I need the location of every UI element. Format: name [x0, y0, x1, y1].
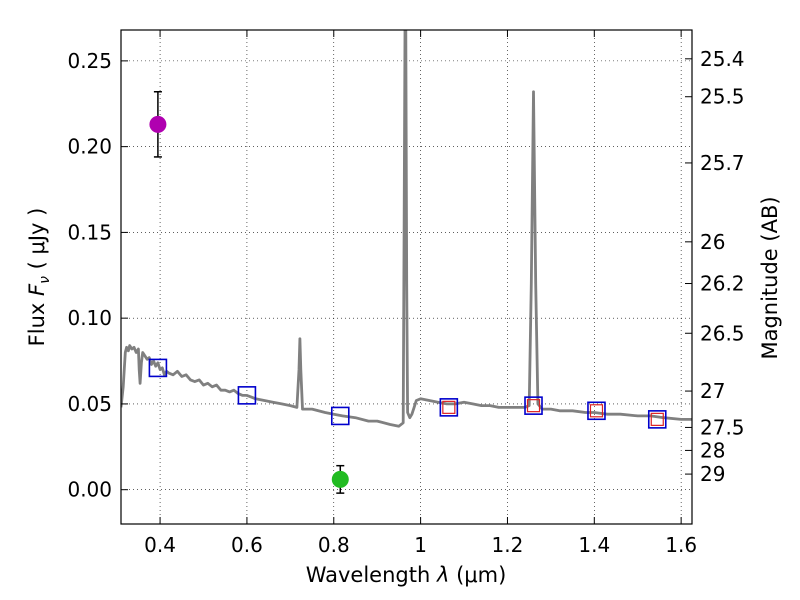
mag-tick-label: 26.5 [700, 321, 745, 345]
series-layer [121, 30, 692, 494]
mag-tick-label: 27.5 [700, 415, 745, 439]
y2-axis-title: Magnitude (AB) [758, 196, 782, 359]
observed-band-marker [526, 399, 541, 413]
y-tick-label: 0.10 [67, 306, 112, 330]
model-band-marker [647, 410, 667, 429]
mag-tick-label: 27 [700, 379, 725, 403]
model-band-marker [330, 406, 350, 426]
x-tick-label: 1.2 [492, 533, 524, 557]
x-tick-label: 1 [414, 533, 427, 557]
observed-band-marker [650, 412, 664, 426]
model-band-marker [587, 401, 606, 421]
y-tick-label: 0.15 [67, 220, 112, 244]
y-tick-label: 0.20 [67, 135, 112, 159]
y-tick-label: 0.05 [67, 392, 112, 416]
spectrum-line [121, 30, 692, 428]
y-axis-title: Flux Fν ( μJy ) [25, 208, 53, 347]
x-tick-label: 1.6 [665, 533, 697, 557]
x-tick-label: 0.8 [318, 533, 350, 557]
model-band-marker [237, 386, 257, 405]
mag-tick-label: 29 [700, 462, 725, 486]
x-tick-label: 0.4 [144, 533, 176, 557]
x-axis-title: Wavelength λ (μm) [306, 563, 507, 587]
mag-tick-label: 26.2 [700, 272, 745, 296]
series-clip-group [121, 30, 692, 494]
detection-point [149, 115, 167, 133]
model-band-marker [524, 396, 543, 415]
axes-layer: 0.4 0.6 0.8 1 1.2 1.4 1.6 0.00 0.05 0.10 0.15 0.20 0… [67, 30, 745, 557]
mag-tick-label: 26 [700, 230, 725, 254]
x-tick-label: 1.4 [578, 533, 610, 557]
detection-point [331, 470, 349, 488]
y-tick-label: 0.25 [67, 49, 112, 73]
mag-tick-label: 28 [700, 438, 725, 462]
observed-band-marker [589, 404, 604, 418]
y-tick-label: 0.00 [67, 478, 112, 502]
mag-tick-label: 25.4 [700, 47, 745, 71]
x-tick-label: 0.6 [231, 533, 263, 557]
mag-tick-label: 25.7 [700, 151, 745, 175]
model-band-marker [148, 358, 168, 378]
plot-frame [120, 29, 693, 525]
mag-tick-label: 25.5 [700, 85, 745, 109]
model-band-marker [439, 398, 459, 417]
observed-band-marker [442, 400, 456, 414]
